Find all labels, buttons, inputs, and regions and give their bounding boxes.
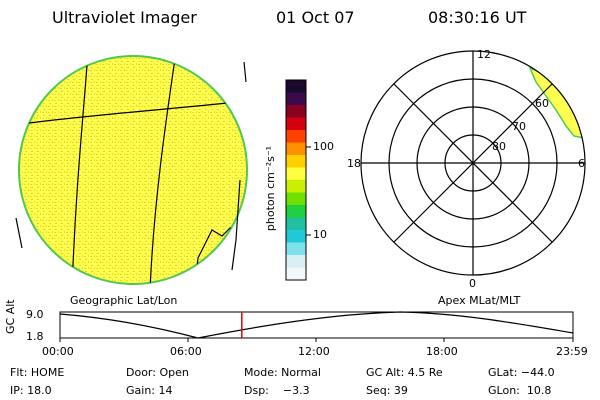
time-tick: 12:00 (298, 345, 330, 358)
mlt-label-0: 0 (469, 277, 476, 290)
meridian-line (149, 56, 177, 284)
colorbar (285, 79, 311, 281)
polar-diagonal (393, 83, 553, 243)
glat-status: GLat: −44.0 (488, 366, 555, 379)
seq-status: Seq: 39 (366, 384, 408, 397)
time-tick: 00:00 (42, 345, 74, 358)
colorbar-tick-10: 10 (313, 228, 327, 241)
gc-alt-tick-max: 9.0 (26, 308, 44, 321)
gc-alt-axis-title: GC Alt (4, 299, 17, 334)
glon-status: GLon: 10.8 (488, 384, 552, 397)
time-tick: 18:00 (426, 345, 458, 358)
colorbar-segment (286, 180, 306, 193)
colorbar-segment (286, 255, 306, 268)
apex-panel-label: Apex MLat/MLT (438, 294, 521, 307)
colorbar-segment (286, 242, 306, 256)
dsp-status: Dsp: −3.3 (244, 384, 310, 397)
colorbar-frame (285, 79, 307, 281)
geographic-panel-label: Geographic Lat/Lon (70, 294, 178, 307)
mlat-label-70: 70 (512, 120, 526, 133)
time-label: 08:30:16 UT (428, 8, 527, 27)
gc-alt-tick-min: 1.8 (26, 330, 44, 343)
colorbar-segment (286, 230, 306, 243)
off-disk-grid-line (15, 61, 247, 271)
time-tick: 23:59 (556, 345, 588, 358)
instrument-title: Ultraviolet Imager (52, 8, 197, 27)
mlat-label-60: 60 (535, 97, 549, 110)
colorbar-segment (286, 205, 306, 218)
date-label: 01 Oct 07 (276, 8, 355, 27)
altitude-timeline (59, 311, 574, 342)
colorbar-segment (286, 117, 306, 131)
colorbar-segment (286, 142, 306, 156)
gc-alt-status: GC Alt: 4.5 Re (366, 366, 443, 379)
altitude-curve (59, 311, 574, 339)
colorbar-segment (286, 130, 306, 143)
colorbar-segment (286, 167, 306, 181)
mlt-label-12: 12 (477, 48, 491, 61)
meridian-line (71, 56, 89, 284)
latitude-line (21, 101, 239, 125)
coastline (195, 227, 247, 279)
colorbar-segment (286, 105, 306, 118)
flight-status: Flt: HOME (10, 366, 65, 379)
mode-status: Mode: Normal (244, 366, 321, 379)
mlat-label-80: 80 (492, 140, 506, 153)
mlt-label-6: 6 (578, 157, 585, 170)
colorbar-segment (286, 80, 306, 93)
ip-status: IP: 18.0 (10, 384, 52, 397)
colorbar-segment (286, 267, 306, 281)
gain-status: Gain: 14 (126, 384, 173, 397)
colorbar-segment (286, 155, 306, 168)
colorbar-tick-100: 100 (313, 140, 334, 153)
time-tick: 06:00 (170, 345, 202, 358)
geographic-earth-disk (15, 55, 248, 285)
mlt-label-18: 18 (347, 157, 361, 170)
door-status: Door: Open (126, 366, 189, 379)
colorbar-unit-label: photon cm⁻²s⁻¹ (264, 145, 278, 232)
polar-mlat-mlt-plot (360, 50, 586, 276)
colorbar-segment (286, 217, 306, 231)
colorbar-segment (286, 92, 306, 106)
colorbar-segment (286, 192, 306, 206)
